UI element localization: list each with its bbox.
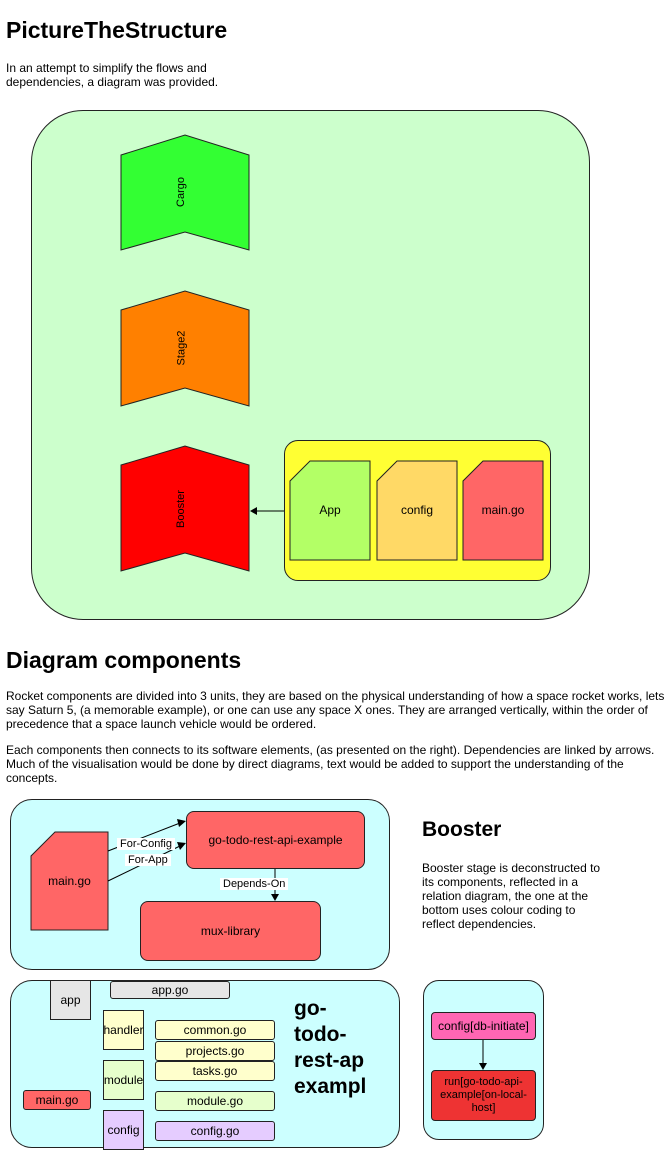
projects-go-file: projects.go [155,1041,275,1061]
arrow-head [177,842,186,850]
run-node-line: host] [471,1102,496,1114]
project-name-line: todo- [294,1023,347,1046]
app-go-file: app.go [110,981,230,999]
paragraph-line: Much of the visualisation would be done … [6,757,624,771]
common-go-file: common.go [155,1020,275,1040]
project-name-line: exampl [294,1075,367,1098]
paragraph-line: say Saturn 5, (a memorable example), or … [6,703,648,717]
run-node-line: example[on-local- [440,1089,527,1101]
handler-folder: handler [103,1010,144,1050]
cargo-stage [120,134,250,251]
rocket-shapes [120,134,284,572]
run-arrow [479,1040,487,1070]
module-go-file: module.go [155,1091,275,1111]
project-name-label: go- todo- rest-ap exampl [294,996,374,1100]
tasks-go-file: tasks.go [155,1061,275,1081]
config-card [376,460,458,561]
booster-heading: Booster [422,818,502,841]
paragraph-line: concepts. [6,771,58,785]
arrow-head [479,1063,487,1070]
mux-library-node: mux-library [140,901,321,961]
paragraph-line: Each components then connects to its sof… [6,743,655,757]
module-folder: module [103,1060,144,1100]
main-go-label: main.go [48,874,91,888]
main-go-card [30,831,109,931]
main-go-file: main.go [23,1090,91,1110]
for-app-label: For-App [125,854,171,866]
booster-desc-line: its components, reflected in a [422,875,579,889]
for-config-label: For-Config [117,838,175,850]
booster-desc-line: bottom uses colour coding to [422,903,576,917]
stage2-stage [120,290,250,407]
relation-shapes [30,819,279,931]
section-title: Diagram components [6,647,242,673]
run-node-line: run[go-todo-api- [444,1076,523,1088]
config-db-initiate-node: config[db-initiate] [431,1012,536,1040]
arrow-head [177,819,186,827]
project-name-line: rest-ap [294,1049,365,1072]
page-title: PictureTheStructure [6,17,228,43]
app-folder: app [50,980,91,1020]
app-label: App [319,503,341,517]
arrow-head [271,894,279,901]
intro-line: In an attempt to simplify the flows and [6,61,207,75]
config-folder: config [103,1110,144,1150]
booster-desc-line: Booster stage is deconstructed to [422,861,601,875]
project-name-line: go- [294,997,327,1020]
config-go-file: config.go [155,1121,275,1141]
config-label: config [400,503,434,517]
main-label: main.go [481,503,525,517]
app-card [289,460,371,561]
booster-desc-line: reflect dependencies. [422,917,537,931]
main-card [462,460,544,561]
booster-stage [120,445,250,572]
paragraph-line: precedence that a space launch vehicle w… [6,717,317,731]
run-local-host-node: run[go-todo-api- example[on-local- host] [431,1070,536,1121]
paragraph-line: Rocket components are divided into 3 uni… [6,689,665,703]
arrow-head [250,507,257,515]
depends-on-label: Depends-On [220,878,289,890]
booster-desc-line: relation diagram, the one at the [422,889,589,903]
component-cards [289,460,544,561]
api-node: go-todo-rest-api-example [186,811,365,869]
intro-line: dependencies, a diagram was provided. [6,75,219,89]
